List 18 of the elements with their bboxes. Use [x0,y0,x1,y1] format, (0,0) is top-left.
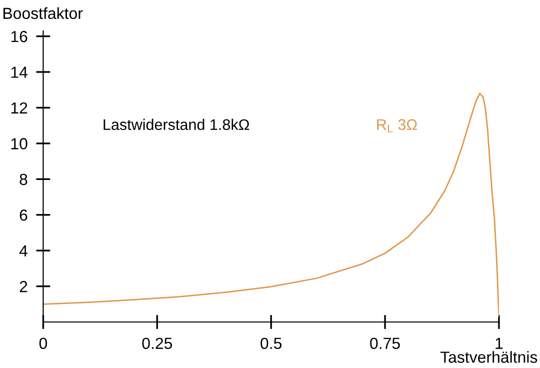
y-tick-label: 12 [11,102,28,114]
x-tick-label: 0.75 [370,338,400,350]
x-tick-label: 0.25 [142,338,172,350]
text: R$_{L}$ 3Ω [377,119,417,132]
y-tick-label: 16 [11,30,28,42]
y-tick-label: 8 [20,174,28,186]
y-axis-title: Boostfaktor [3,7,83,20]
y-tick-label: 10 [11,138,28,150]
y-tick-label: 6 [20,209,28,221]
x-tick-label: 0.5 [260,338,282,350]
x-axis-title: Tastverhältnis [440,351,538,363]
x-tick-label: 1 [496,338,503,349]
y-tick-label: 4 [19,245,28,256]
annotation: Lastwiderstand 1.8kΩ [104,118,250,130]
y-tick-label: 2 [20,280,28,292]
line-series [43,92,499,318]
y-tick-label: 14 [11,66,28,78]
x-tick-label: 0 [39,338,48,350]
